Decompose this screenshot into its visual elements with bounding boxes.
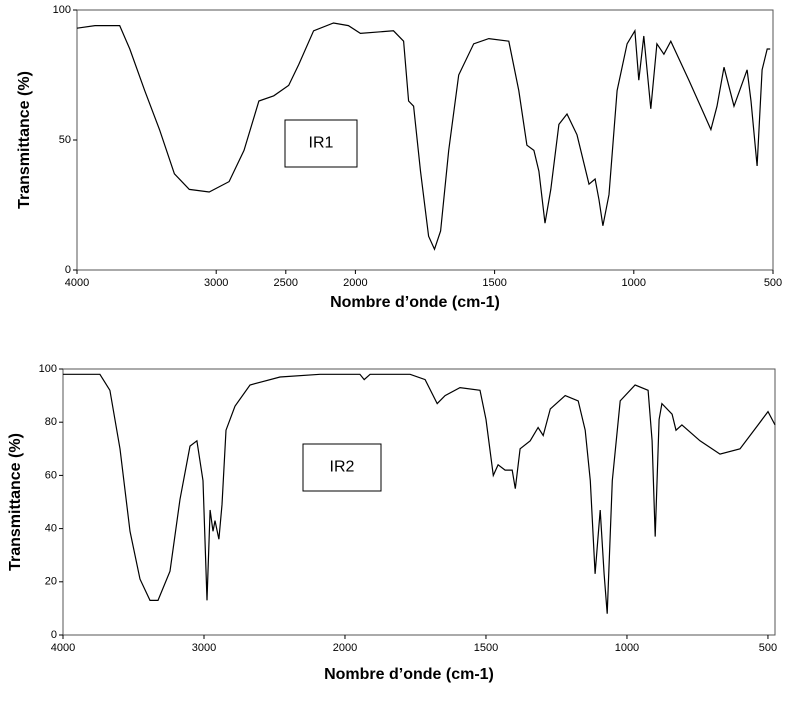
x-tick-label: 1500 [482, 277, 506, 289]
x-tick-label: 4000 [51, 642, 75, 654]
plot-frame [76, 9, 774, 271]
plot-frame [62, 368, 776, 636]
y-tick-label: 0 [65, 264, 71, 276]
x-tick-label: 2000 [333, 642, 357, 654]
y-tick-label: 100 [53, 4, 71, 16]
y-tick-label: 60 [45, 469, 57, 481]
x-tick-label: 1000 [615, 642, 639, 654]
annotation-box [284, 119, 358, 168]
x-tick-label: 500 [764, 277, 782, 289]
x-tick-label: 2000 [343, 277, 367, 289]
annotation-box [302, 443, 382, 492]
y-tick-label: 50 [59, 134, 71, 146]
annotation: IR1 [309, 135, 334, 152]
y-axis-title: Transmittance (%) [7, 433, 24, 571]
x-axis-title: Nombre d’onde (cm-1) [330, 294, 500, 311]
x-tick-label: 1500 [474, 642, 498, 654]
y-tick-label: 80 [45, 416, 57, 428]
spectrum-line [76, 22, 771, 251]
x-tick-label: 3000 [192, 642, 216, 654]
x-tick-label: 500 [759, 642, 777, 654]
y-axis-title: Transmittance (%) [16, 71, 33, 209]
y-tick-label: 40 [45, 523, 57, 535]
x-axis-title: Nombre d’onde (cm-1) [324, 666, 494, 683]
x-tick-label: 2500 [274, 277, 298, 289]
x-tick-label: 3000 [204, 277, 228, 289]
annotation: IR2 [330, 459, 355, 476]
y-tick-label: 20 [45, 576, 57, 588]
y-tick-label: 100 [39, 363, 57, 375]
spectrum-line [63, 373, 776, 614]
x-tick-label: 4000 [65, 277, 89, 289]
x-tick-label: 1000 [622, 277, 646, 289]
y-tick-label: 0 [51, 629, 57, 641]
